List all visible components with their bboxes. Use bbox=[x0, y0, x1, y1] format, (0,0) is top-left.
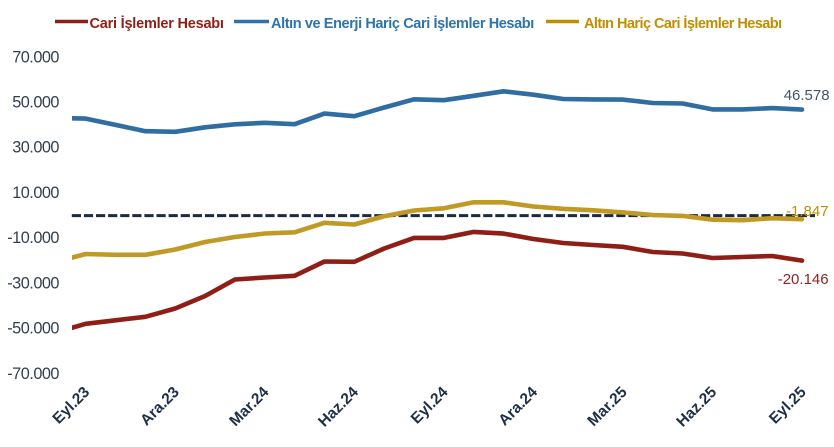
svg-text:-30.000: -30.000 bbox=[7, 274, 59, 292]
svg-text:30.000: 30.000 bbox=[12, 139, 59, 157]
svg-text:10.000: 10.000 bbox=[12, 184, 59, 202]
svg-text:-20.146: -20.146 bbox=[778, 271, 829, 288]
svg-text:-50.000: -50.000 bbox=[7, 320, 59, 338]
svg-text:-70.000: -70.000 bbox=[7, 365, 59, 383]
svg-text:-10.000: -10.000 bbox=[7, 229, 59, 247]
svg-text:46.578: 46.578 bbox=[784, 87, 830, 104]
svg-text:50.000: 50.000 bbox=[12, 94, 59, 112]
svg-text:Altın Hariç Cari İşlemler Hesa: Altın Hariç Cari İşlemler Hesabı bbox=[584, 15, 782, 32]
svg-text:Cari İşlemler Hesabı: Cari İşlemler Hesabı bbox=[90, 15, 224, 32]
svg-text:Altın ve Enerji Hariç Cari İşl: Altın ve Enerji Hariç Cari İşlemler Hesa… bbox=[271, 15, 534, 32]
svg-text:-1.847: -1.847 bbox=[786, 203, 829, 220]
svg-text:70.000: 70.000 bbox=[12, 48, 59, 66]
